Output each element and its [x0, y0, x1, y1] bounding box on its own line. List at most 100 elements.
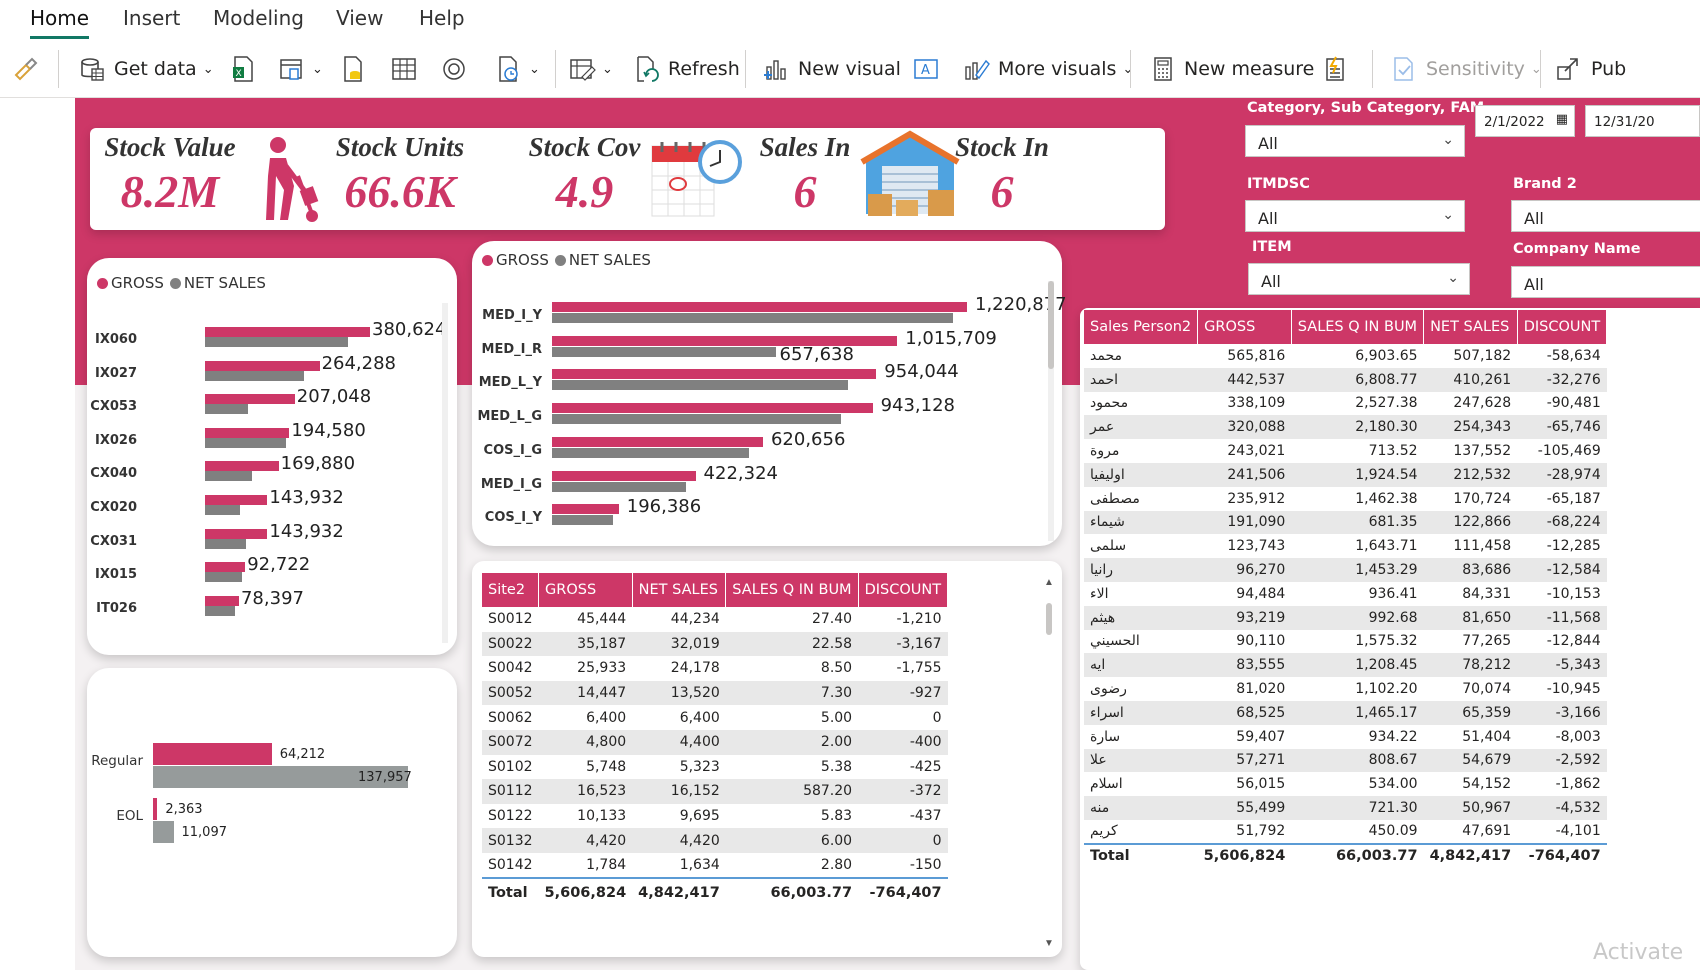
scroll-up-icon[interactable]: ▲ — [1044, 577, 1054, 588]
table-row[interactable]: S0102 5,748 5,323 5.38 -425 — [482, 755, 948, 780]
sensitivity-button[interactable]: Sensitivity ⌄ — [1390, 52, 1542, 86]
table-row[interactable]: احمد 442,537 6,808.77 410,261 -32,276 — [1084, 367, 1607, 392]
chart-scrollbar[interactable] — [442, 303, 448, 643]
table-row[interactable]: مروة 243,021 713.52 137,552 -105,469 — [1084, 439, 1607, 463]
menu-modeling[interactable]: Modeling — [213, 6, 304, 30]
menu-view[interactable]: View — [336, 6, 384, 30]
table-row[interactable]: S0042 25,933 24,178 8.50 -1,755 — [482, 656, 948, 681]
table-cell: 14,447 — [538, 680, 633, 706]
table-row[interactable]: اسراء 68,525 1,465.17 65,359 -3,166 — [1084, 700, 1607, 725]
table-row[interactable]: رانيا 96,270 1,453.29 83,686 -12,584 — [1084, 558, 1607, 582]
database-icon — [81, 58, 104, 81]
sensitivity-label: Sensitivity — [1426, 58, 1525, 80]
refresh-button[interactable]: Refresh — [632, 52, 740, 86]
publish-button[interactable]: Pub — [1555, 52, 1626, 86]
column-header[interactable]: GROSS — [1197, 310, 1292, 344]
new-visual-button[interactable]: New visual — [762, 52, 901, 86]
brand-slicer[interactable]: All — [1511, 200, 1700, 232]
table-row[interactable]: S0062 6,400 6,400 5.00 0 — [482, 705, 948, 730]
table-row[interactable]: الحسيني 90,110 1,575.32 77,265 -12,844 — [1084, 630, 1607, 654]
table-cell: 47,691 — [1462, 823, 1512, 840]
data-label: 143,932 — [269, 520, 344, 542]
table-row[interactable]: رضوى 81,020 1,102.20 70,074 -10,945 — [1084, 677, 1607, 701]
table-cell: 721.30 — [1291, 796, 1424, 820]
table-row[interactable]: سارة 59,407 934.22 51,404 -8,003 — [1084, 725, 1607, 749]
scrollbar-thumb[interactable] — [1048, 281, 1054, 369]
excel-button[interactable]: X — [230, 52, 256, 86]
table-row[interactable]: S0142 1,784 1,634 2.80 -150 — [482, 853, 948, 878]
table-row[interactable]: هيثم 93,219 992.68 81,650 -11,568 — [1084, 605, 1607, 630]
dataflows-button[interactable] — [440, 52, 468, 86]
column-header[interactable]: Site2 — [482, 573, 540, 607]
column-header[interactable]: SALES Q IN BUM — [1291, 310, 1425, 344]
calendar-icon[interactable]: ▦ — [1555, 112, 1568, 127]
sales-person-table[interactable]: Sales Person2 GROSS SALES Q IN BUM NET SALE… — [1084, 310, 1608, 868]
table-row[interactable]: S0012 45,444 44,234 27.40 -1,210 — [482, 607, 948, 632]
svg-text:A: A — [921, 63, 930, 78]
itmdsc-slicer[interactable]: All ⌄ — [1245, 200, 1465, 232]
table-row[interactable]: S0022 35,187 32,019 22.58 -3,167 — [482, 631, 948, 657]
column-header[interactable]: DISCOUNT — [858, 573, 949, 607]
start-date-input[interactable]: 2/1/2022 ▦ — [1475, 105, 1575, 137]
column-header[interactable]: NET SALES — [632, 573, 727, 607]
table-cell: 2.80 — [820, 856, 853, 873]
site-table[interactable]: Site2 GROSS NET SALES SALES Q IN BUM DISCOUN… — [482, 573, 949, 908]
data-label: 422,324 — [703, 462, 778, 484]
table-row[interactable]: S0072 4,800 4,400 2.00 -400 — [482, 729, 948, 755]
menu-help[interactable]: Help — [419, 6, 465, 30]
table-cell: 0 — [858, 828, 948, 853]
item-sales-chart[interactable]: GROSS NET SALES IX060 380,624 IX027 264,288… — [87, 258, 457, 655]
table-row[interactable]: مصطفى 235,912 1,462.38 170,724 -65,187 — [1084, 487, 1607, 511]
table-row[interactable]: S0122 10,133 9,695 5.83 -437 — [482, 804, 948, 829]
more-visuals-button[interactable]: More visuals ⌄ — [962, 52, 1133, 86]
table-row[interactable]: اسلام 56,015 534.00 54,152 -1,862 — [1084, 772, 1607, 796]
total-cell: 66,003.77 — [725, 876, 859, 908]
table-row[interactable]: شيماء 191,090 681.35 122,866 -68,224 — [1084, 510, 1607, 535]
table-row[interactable]: سلمى 123,743 1,643.71 111,458 -12,285 — [1084, 534, 1607, 558]
item-slicer[interactable]: All ⌄ — [1248, 263, 1470, 295]
data-hub-button[interactable]: ⌄ — [278, 52, 323, 86]
column-header[interactable]: DISCOUNT — [1517, 310, 1608, 344]
table-row[interactable]: ايه 83,555 1,208.45 78,212 -5,343 — [1084, 653, 1607, 678]
table-row[interactable]: محمود 338,109 2,527.38 247,628 -90,481 — [1084, 392, 1607, 416]
table-row[interactable]: منه 55,499 721.30 50,967 -4,532 — [1084, 796, 1607, 820]
table-row[interactable]: علا 57,271 808.67 54,679 -2,592 — [1084, 748, 1607, 773]
total-row: Total 5,606,824 4,842,417 66,003.77 -764,407 — [482, 876, 948, 908]
table-cell: -150 — [909, 856, 942, 873]
table-row[interactable]: S0112 16,523 16,152 587.20 -372 — [482, 779, 948, 804]
column-header[interactable]: NET SALES — [1423, 310, 1518, 344]
table-row[interactable]: S0052 14,447 13,520 7.30 -927 — [482, 680, 948, 706]
company-slicer[interactable]: All — [1511, 266, 1700, 298]
table-row[interactable]: محمد 565,816 6,903.65 507,182 -58,634 — [1084, 344, 1607, 368]
column-header[interactable]: SALES Q IN BUM — [725, 573, 859, 607]
dataverse-button[interactable] — [340, 52, 366, 86]
scrollbar-thumb[interactable] — [1046, 603, 1052, 635]
table-row[interactable]: اوليفيا 241,506 1,924.54 212,532 -28,974 — [1084, 462, 1607, 487]
transform-data-button[interactable]: ⌄ — [568, 52, 613, 86]
table-row[interactable]: الاء 94,484 936.41 84,331 -10,153 — [1084, 582, 1607, 606]
table-row[interactable]: عمر 320,088 2,180.30 254,343 -65,746 — [1084, 415, 1607, 440]
quick-measure-button[interactable] — [1322, 52, 1348, 86]
column-header[interactable]: GROSS — [538, 573, 633, 607]
status-sales-chart[interactable]: Regular 64,212 137,957 EOL 2,363 11,097 — [87, 668, 457, 957]
recent-sources-button[interactable]: ⌄ — [495, 52, 540, 86]
scroll-down-icon[interactable]: ▼ — [1044, 938, 1054, 949]
chart-scrollbar[interactable] — [1048, 281, 1054, 541]
enter-data-button[interactable] — [390, 52, 418, 86]
get-data-button[interactable]: Get data ⌄ — [78, 52, 214, 86]
format-painter-button[interactable] — [12, 52, 40, 86]
table-cell: 6,400 — [679, 709, 720, 726]
table-scrollbar[interactable]: ▲ ▼ — [1044, 577, 1054, 949]
bar-net — [552, 515, 614, 526]
menu-home[interactable]: Home — [30, 6, 90, 39]
table-row[interactable]: S0132 4,420 4,420 6.00 0 — [482, 828, 948, 853]
column-header[interactable]: Sales Person2 — [1084, 310, 1199, 344]
table-row[interactable]: كريم 51,792 450.09 47,691 -4,101 — [1084, 820, 1607, 844]
menu-insert[interactable]: Insert — [123, 6, 181, 30]
end-date-input[interactable]: 12/31/20 — [1585, 105, 1700, 137]
category-slicer[interactable]: All ⌄ — [1245, 125, 1465, 157]
text-box-button[interactable]: A — [912, 52, 940, 86]
family-sales-chart[interactable]: GROSS NET SALES MED_I_Y 1,220,877 MED_I_R 1… — [472, 241, 1067, 546]
new-measure-button[interactable]: New measure — [1150, 52, 1314, 86]
table-cell: 2,180.30 — [1291, 415, 1424, 440]
